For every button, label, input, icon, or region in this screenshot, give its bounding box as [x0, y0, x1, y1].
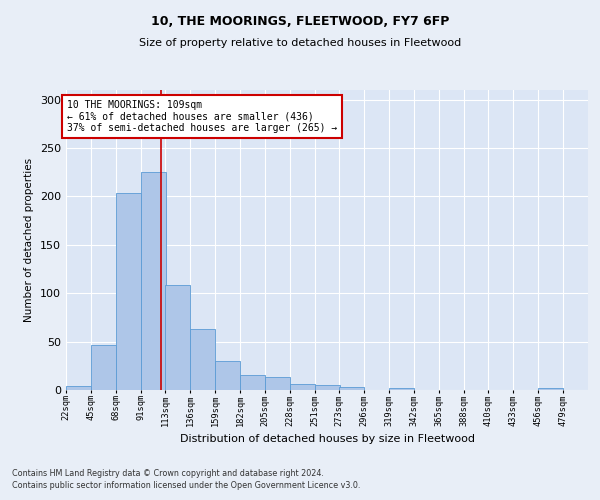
Bar [215, 361, 239, 390]
Bar [290, 384, 314, 390]
Bar [241, 376, 265, 390]
Bar [265, 378, 290, 390]
Bar [340, 387, 364, 390]
Bar [91, 344, 116, 390]
Text: Size of property relative to detached houses in Fleetwood: Size of property relative to detached ho… [139, 38, 461, 48]
Text: 10 THE MOORINGS: 109sqm
← 61% of detached houses are smaller (436)
37% of semi-d: 10 THE MOORINGS: 109sqm ← 61% of detache… [67, 100, 337, 133]
Bar [67, 386, 91, 390]
Y-axis label: Number of detached properties: Number of detached properties [25, 158, 34, 322]
Bar [538, 388, 563, 390]
Text: 10, THE MOORINGS, FLEETWOOD, FY7 6FP: 10, THE MOORINGS, FLEETWOOD, FY7 6FP [151, 15, 449, 28]
Text: Contains public sector information licensed under the Open Government Licence v3: Contains public sector information licen… [12, 481, 361, 490]
Bar [190, 329, 215, 390]
Text: Contains HM Land Registry data © Crown copyright and database right 2024.: Contains HM Land Registry data © Crown c… [12, 468, 324, 477]
X-axis label: Distribution of detached houses by size in Fleetwood: Distribution of detached houses by size … [179, 434, 475, 444]
Bar [166, 286, 190, 390]
Bar [316, 385, 340, 390]
Bar [116, 192, 140, 390]
Bar [142, 172, 166, 390]
Bar [389, 388, 413, 390]
